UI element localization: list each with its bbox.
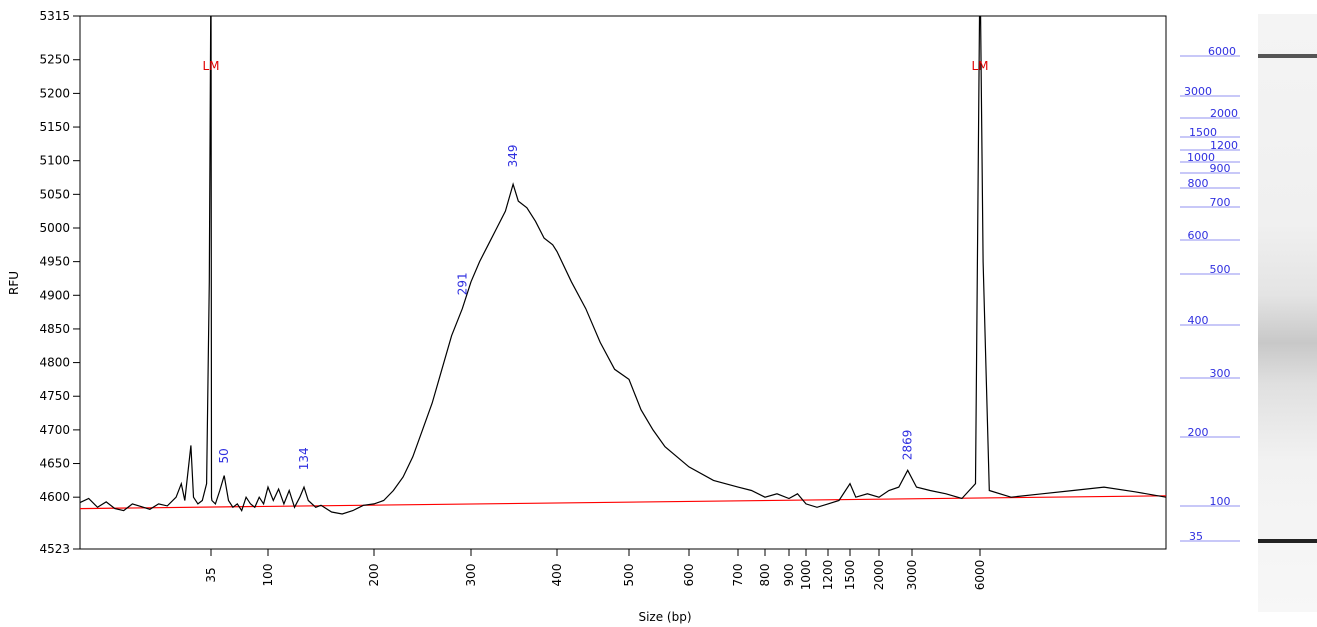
ladder-label: 200 [1188,426,1209,439]
gel-band [1258,539,1317,543]
ladder-label: 1200 [1210,139,1238,152]
y-tick-label: 5315 [39,9,70,23]
ladder-label: 2000 [1210,107,1238,120]
y-tick-label: 5200 [39,86,70,100]
y-tick-label: 4900 [39,288,70,302]
ladder-label: 700 [1210,196,1231,209]
y-tick-label: 5000 [39,221,70,235]
y-tick-label: 4650 [39,457,70,471]
ladder-label: 100 [1210,495,1231,508]
x-tick-label: 900 [782,564,796,587]
peak-label: 50 [217,448,231,463]
peak-label: 2869 [901,430,915,461]
y-tick-label: 4523 [39,542,70,556]
x-tick-label: 35 [204,567,218,582]
y-tick-label: 5150 [39,120,70,134]
ladder-label: 3000 [1184,85,1212,98]
y-tick-label: 5050 [39,187,70,201]
x-tick-label: 700 [731,564,745,587]
y-tick-label: 4600 [39,490,70,504]
x-tick-label: 6000 [973,560,987,591]
ladder-label: 600 [1188,229,1209,242]
y-tick-label: 4700 [39,423,70,437]
x-tick-label: 400 [550,564,564,587]
y-tick-label: 5100 [39,154,70,168]
y-axis-label: RFU [7,271,21,295]
x-tick-label: 300 [464,564,478,587]
y-tick-label: 4850 [39,322,70,336]
trace [80,16,1166,515]
ladder-label: 800 [1188,177,1209,190]
traces [80,16,1166,515]
peak-label: 134 [297,447,311,470]
x-tick-label: 1200 [821,560,835,591]
peak-label: LM [971,59,988,73]
x-tick-label: 200 [367,564,381,587]
ladder-label: 400 [1188,314,1209,327]
x-tick-label: 1500 [843,560,857,591]
ladder-label: 900 [1210,162,1231,175]
ladder-label: 6000 [1208,45,1236,58]
x-tick-label: 500 [622,564,636,587]
y-tick-label: 5250 [39,53,70,67]
peak-label: 349 [506,145,520,168]
ladder-label: 300 [1210,367,1231,380]
x-tick-label: 2000 [872,560,886,591]
gel-lane [1258,14,1317,612]
x-tick-label: 1000 [799,560,813,591]
ladder-label: 1000 [1187,151,1215,164]
x-axis-label: Size (bp) [638,610,691,624]
x-tick-label: 3000 [905,560,919,591]
ladder-label: 500 [1210,263,1231,276]
peak-label: LM [202,59,219,73]
gel-band [1258,54,1317,58]
plot-frame [79,15,1167,550]
peak-label: 291 [455,272,469,295]
y-tick-label: 4950 [39,255,70,269]
x-tick-label: 600 [682,564,696,587]
baseline [80,495,1166,510]
x-tick-label: 800 [758,564,772,587]
x-tick-label: 100 [261,564,275,587]
ladder-label: 1500 [1189,126,1217,139]
ladder-label: 35 [1189,530,1203,543]
y-tick-label: 4800 [39,356,70,370]
y-tick-label: 4750 [39,389,70,403]
